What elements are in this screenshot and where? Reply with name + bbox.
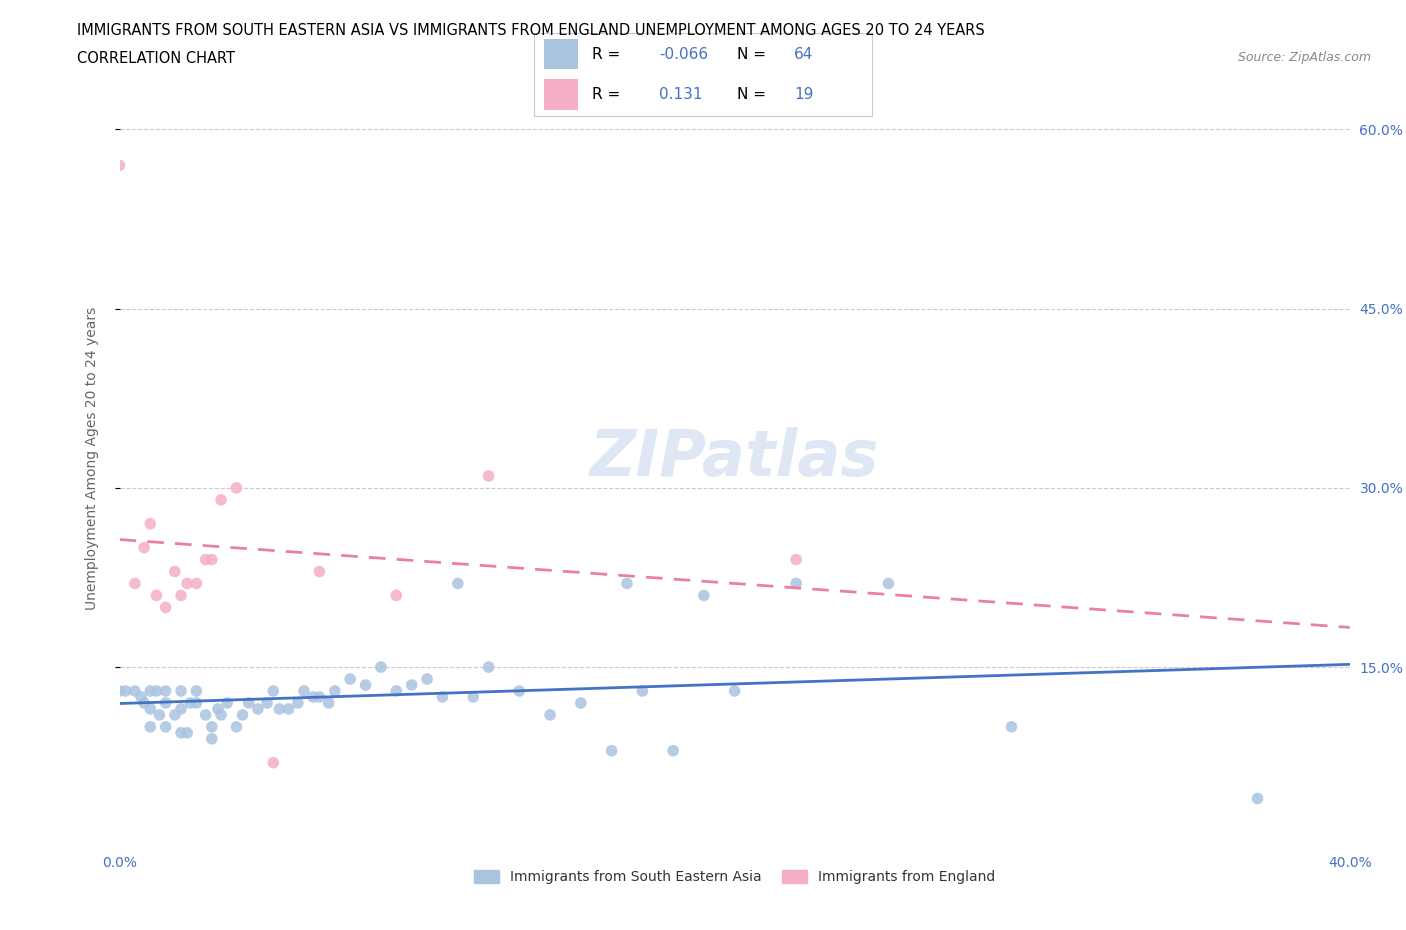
Point	[477, 659, 501, 674]
Point	[155, 684, 177, 698]
Text: N =: N =	[737, 87, 770, 102]
Point	[385, 588, 408, 603]
Point	[1000, 720, 1022, 735]
Point	[277, 701, 299, 716]
Point	[176, 725, 198, 740]
Point	[354, 678, 377, 693]
Point	[785, 576, 807, 591]
Point	[318, 696, 340, 711]
Text: 0.131: 0.131	[659, 87, 703, 102]
Point	[631, 684, 654, 698]
Point	[401, 678, 423, 693]
Text: IMMIGRANTS FROM SOUTH EASTERN ASIA VS IMMIGRANTS FROM ENGLAND UNEMPLOYMENT AMONG: IMMIGRANTS FROM SOUTH EASTERN ASIA VS IM…	[77, 23, 986, 38]
Point	[170, 725, 193, 740]
Point	[207, 701, 229, 716]
Point	[385, 684, 408, 698]
Point	[292, 684, 315, 698]
Point	[194, 552, 217, 567]
Point	[179, 696, 201, 711]
Point	[262, 755, 284, 770]
Text: ZIPatlas: ZIPatlas	[591, 427, 879, 489]
Point	[447, 576, 470, 591]
Point	[170, 684, 193, 698]
Point	[129, 689, 152, 704]
Point	[170, 701, 193, 716]
Point	[139, 516, 162, 531]
Text: R =: R =	[592, 87, 624, 102]
Point	[155, 600, 177, 615]
Point	[132, 540, 156, 555]
Text: -0.066: -0.066	[659, 46, 709, 61]
Point	[308, 689, 330, 704]
Point	[155, 720, 177, 735]
Point	[693, 588, 716, 603]
Point	[201, 731, 224, 746]
Point	[186, 684, 208, 698]
Point	[463, 689, 485, 704]
Point	[139, 720, 162, 735]
Point	[569, 696, 592, 711]
Text: CORRELATION CHART: CORRELATION CHART	[77, 51, 235, 66]
Point	[246, 701, 269, 716]
Point	[155, 696, 177, 711]
Point	[662, 743, 685, 758]
Point	[176, 576, 198, 591]
Point	[225, 481, 247, 496]
Point	[108, 158, 131, 173]
Point	[145, 684, 167, 698]
Text: R =: R =	[592, 46, 624, 61]
Point	[132, 696, 156, 711]
Point	[194, 708, 217, 723]
Point	[339, 671, 361, 686]
Point	[616, 576, 638, 591]
Text: 19: 19	[794, 87, 814, 102]
Point	[209, 708, 232, 723]
Point	[308, 565, 330, 579]
Point	[1246, 791, 1268, 806]
Point	[124, 576, 146, 591]
Point	[785, 552, 807, 567]
Point	[600, 743, 623, 758]
Point	[108, 684, 131, 698]
Point	[114, 684, 136, 698]
Point	[163, 708, 186, 723]
Point	[238, 696, 260, 711]
Point	[217, 696, 239, 711]
Point	[416, 671, 439, 686]
Point	[145, 588, 167, 603]
Text: N =: N =	[737, 46, 770, 61]
Point	[148, 708, 170, 723]
Point	[287, 696, 309, 711]
Point	[432, 689, 454, 704]
Point	[256, 696, 278, 711]
Y-axis label: Unemployment Among Ages 20 to 24 years: Unemployment Among Ages 20 to 24 years	[84, 306, 98, 610]
Text: Source: ZipAtlas.com: Source: ZipAtlas.com	[1237, 51, 1371, 64]
FancyBboxPatch shape	[544, 39, 578, 70]
Point	[201, 720, 224, 735]
Point	[209, 492, 232, 507]
Text: 64: 64	[794, 46, 814, 61]
Point	[477, 469, 501, 484]
Point	[225, 720, 247, 735]
Point	[139, 684, 162, 698]
Point	[269, 701, 291, 716]
Point	[877, 576, 900, 591]
Point	[262, 684, 284, 698]
Point	[723, 684, 745, 698]
Point	[139, 701, 162, 716]
Point	[170, 588, 193, 603]
Point	[323, 684, 346, 698]
Point	[201, 552, 224, 567]
Point	[538, 708, 561, 723]
Point	[163, 565, 186, 579]
Point	[508, 684, 530, 698]
Legend: Immigrants from South Eastern Asia, Immigrants from England: Immigrants from South Eastern Asia, Immi…	[468, 865, 1001, 890]
Point	[231, 708, 254, 723]
FancyBboxPatch shape	[544, 79, 578, 110]
Point	[186, 576, 208, 591]
Point	[370, 659, 392, 674]
Point	[124, 684, 146, 698]
Point	[302, 689, 325, 704]
Point	[186, 696, 208, 711]
